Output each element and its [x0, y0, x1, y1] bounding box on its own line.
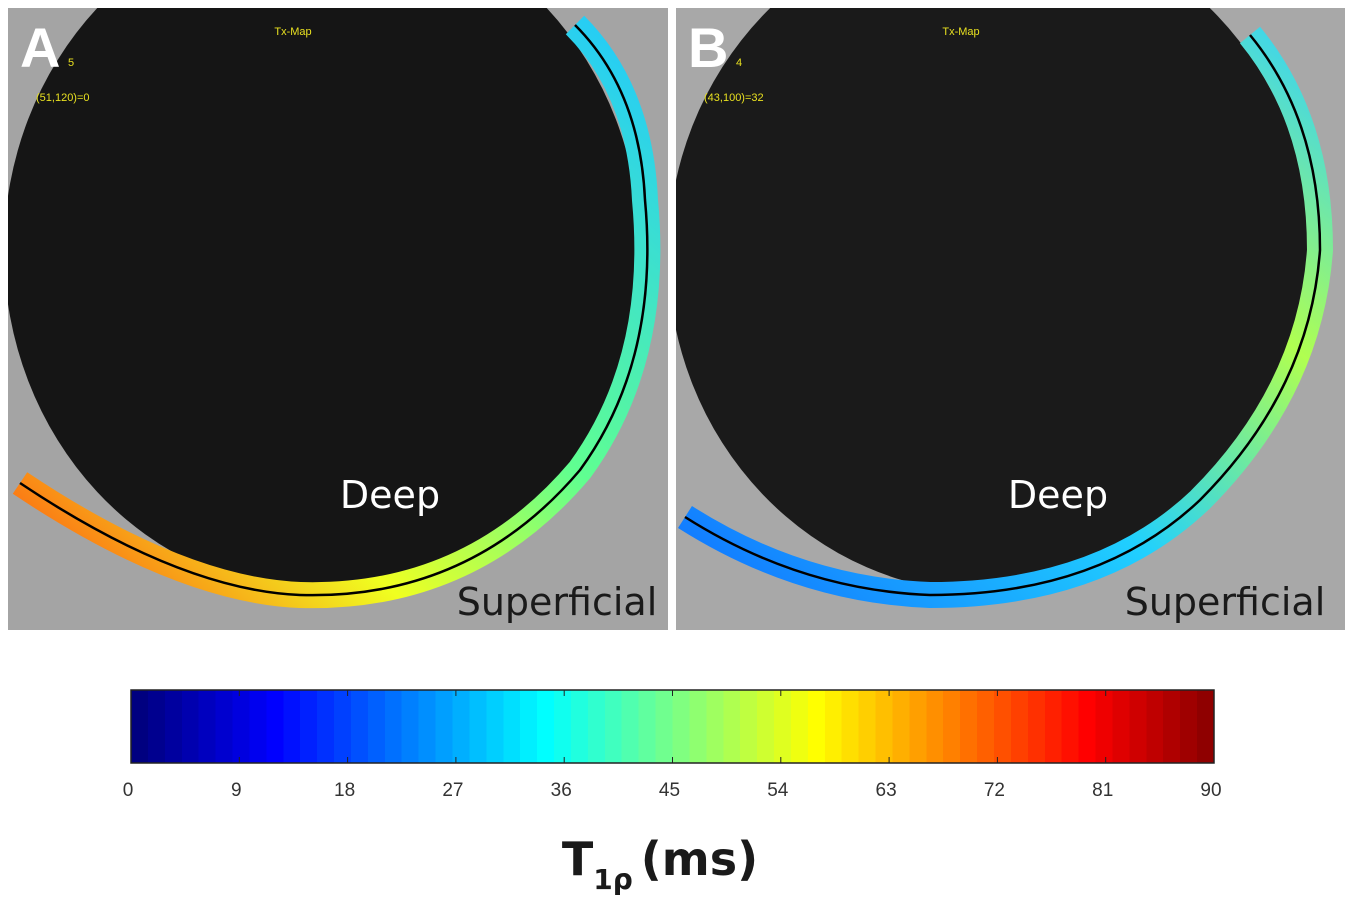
superficial-label: Superficial	[457, 580, 658, 624]
pixel-readout: (51,120)=0	[36, 92, 90, 104]
panel-a-image	[8, 8, 668, 630]
tick-label: 63	[876, 780, 897, 801]
tick-label: 9	[231, 780, 242, 801]
panel-label: A	[20, 16, 60, 79]
slice-number: 4	[736, 57, 742, 69]
panel-label: B	[688, 16, 728, 79]
tick-label: 0	[123, 780, 134, 801]
colorbar-label: T1ρ (ms)	[562, 832, 758, 896]
tick-label: 54	[767, 780, 789, 801]
tick-label: 27	[442, 780, 463, 801]
superficial-label: Superficial	[1125, 580, 1326, 624]
slice-number: 5	[68, 57, 74, 69]
tick-label: 36	[551, 780, 572, 801]
colorbar	[130, 689, 1215, 764]
tick-label: 45	[659, 780, 680, 801]
deep-label: Deep	[340, 473, 440, 517]
map-title: Tx-Map	[942, 26, 979, 38]
pixel-readout: (43,100)=32	[704, 92, 764, 104]
tick-label: 81	[1092, 780, 1113, 801]
panel-b-image	[676, 8, 1345, 630]
tick-label: 72	[984, 780, 1005, 801]
symbol: T	[562, 832, 594, 886]
subscript: 1ρ	[593, 863, 633, 896]
map-title: Tx-Map	[274, 26, 311, 38]
tick-label: 18	[334, 780, 355, 801]
tick-label: 90	[1200, 780, 1221, 801]
unit: (ms)	[641, 832, 758, 886]
deep-label: Deep	[1008, 473, 1108, 517]
